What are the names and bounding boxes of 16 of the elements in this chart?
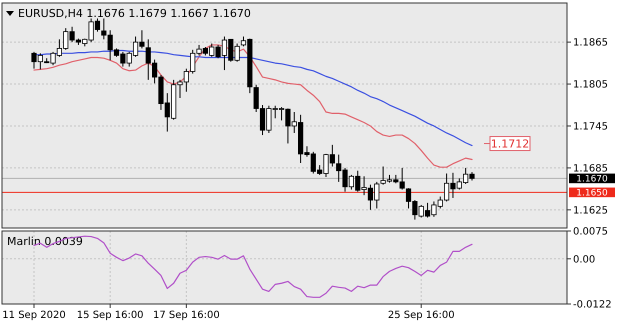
y-tick-label: 1.1625 [573, 205, 608, 216]
ref-line-label: 1.1670 [576, 174, 608, 185]
ref-line-label: 1.1650 [576, 188, 608, 199]
text: 1.1712 [490, 138, 530, 151]
x-tick-label: 25 Sep 16:00 [388, 310, 455, 321]
x-tick-label: 15 Sep 16:00 [76, 310, 144, 321]
y-tick-label: -0.0122 [573, 300, 612, 310]
y-tick-label: 1.1805 [573, 80, 608, 91]
y-tick-label: 0.0075 [573, 226, 608, 238]
y-tick-label: 1.1685 [573, 163, 608, 174]
x-tick-label: 11 Sep 2020 [2, 310, 66, 321]
y-tick-label: 1.1865 [573, 38, 608, 49]
x-tick-label: 17 Sep 16:00 [152, 310, 220, 321]
chart-title: EURUSD,H4 1.1676 1.1679 1.1667 1.1670 [18, 7, 251, 20]
y-tick-label: 0.00 [573, 254, 596, 266]
y-tick-label: 1.1745 [573, 121, 608, 132]
